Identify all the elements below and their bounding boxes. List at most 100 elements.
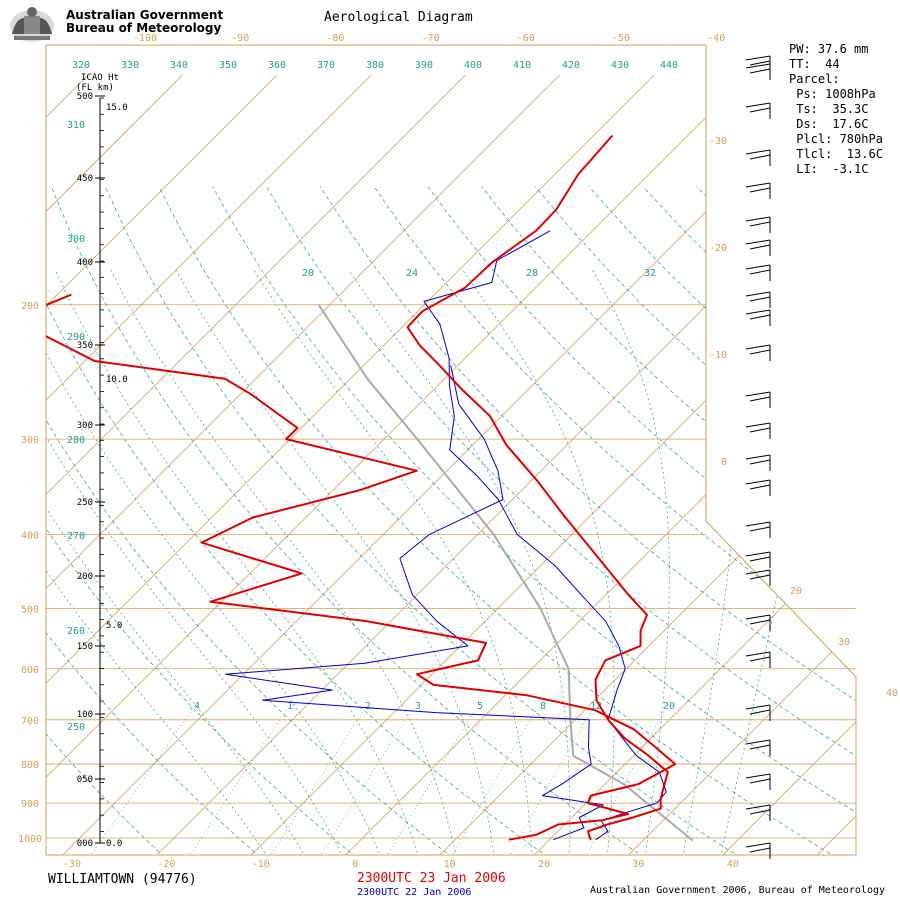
pressure-label: 600	[21, 665, 39, 676]
km-label: 15.0	[106, 103, 128, 113]
wind-barb-flag	[749, 187, 771, 193]
parcel-heading: Parcel:	[789, 72, 840, 86]
wind-barb-flag	[745, 569, 771, 575]
theta-label: 330	[121, 60, 139, 71]
wind-barb-flag	[749, 709, 771, 715]
isotherm-line	[46, 74, 277, 855]
moist-adiabat-label: 24	[406, 268, 418, 279]
mixing-ratio-label: 3	[415, 701, 421, 712]
flight-level-label: 250	[77, 498, 93, 508]
isotherm-line	[343, 74, 856, 855]
isotherm-line	[46, 74, 466, 855]
current-dewpoint-line	[46, 293, 677, 841]
icao-header: ICAO Ht	[81, 73, 119, 83]
previous-temperature-line	[423, 230, 667, 841]
parcel-curve	[317, 304, 694, 842]
mixing-ratio-line	[450, 710, 537, 855]
pressure-label: 400	[21, 530, 39, 541]
altitude-axis: ICAO Ht(FL km)500 450 400 350 300 250 200 150 10…	[76, 73, 128, 849]
mixing-ratio-label: 20	[663, 701, 675, 712]
moist-adiabat-line	[720, 269, 825, 855]
top-temp-label: -50	[612, 33, 630, 44]
flight-level-label: 200	[77, 572, 93, 582]
mixing-ratio-line	[269, 710, 365, 855]
wind-barb-flag	[749, 574, 771, 580]
pressure-label: 900	[21, 799, 39, 810]
icao-header: (FL km)	[76, 83, 114, 93]
wind-barb-flag	[745, 773, 771, 779]
x-axis-tick-label: 30	[632, 859, 644, 870]
moist-adiabat-label: 32	[644, 268, 656, 279]
theta-label: 280	[67, 435, 85, 446]
wind-barb-flag	[749, 744, 771, 750]
dry-adiabats	[46, 186, 856, 855]
wind-barb-flag	[749, 656, 771, 662]
isotherm-line	[531, 74, 856, 855]
wind-barb-flag	[745, 651, 771, 657]
mixing-ratio-lines	[89, 710, 665, 855]
wind-barb-flag	[745, 479, 771, 485]
pressure-label: 300	[21, 435, 39, 446]
org-name-line1: Australian Government	[66, 8, 224, 22]
wind-barb-flag	[749, 778, 771, 784]
dry-adiabat-line	[212, 186, 856, 855]
theta-label: 350	[219, 60, 237, 71]
wind-barb-flag	[749, 60, 771, 66]
km-label: 5.0	[106, 621, 122, 631]
wind-barb-flag	[745, 264, 771, 270]
isotherm-line	[720, 74, 856, 855]
previous-dewpoint-line	[225, 365, 604, 841]
theta-label: 400	[464, 60, 482, 71]
wind-barb-flag	[745, 149, 771, 155]
flight-level-label: 150	[77, 642, 93, 652]
theta-label: 340	[170, 60, 188, 71]
wind-barb-flag	[745, 239, 771, 245]
mixing-ratio-line	[89, 710, 193, 855]
dry-adiabat-line	[46, 186, 357, 855]
wind-barb-flag	[745, 739, 771, 745]
wind-barb-flag	[749, 107, 771, 113]
dry-adiabat-line	[158, 186, 836, 855]
moist-adiabats	[46, 269, 825, 855]
dry-adiabat-line	[803, 186, 856, 855]
wind-barb-flag	[745, 391, 771, 397]
right-temp-label: -20	[709, 243, 727, 254]
wind-barb-flag	[745, 63, 771, 69]
axis-labels: -30 -20 -10 0 10 20 30 40-100 -90 -80 -70 -60 -50 -40…	[18, 33, 898, 870]
wind-barb-flag	[745, 344, 771, 350]
x-axis-tick-label: -30	[63, 859, 81, 870]
wind-barbs	[745, 55, 771, 859]
flight-level-label: 050	[77, 775, 93, 785]
skewed-temp-label: 40	[886, 688, 898, 699]
copyright-text: Australian Government 2006, Bureau of Me…	[590, 885, 886, 896]
moist-adiabat-line	[110, 269, 457, 855]
moist-adiabat-line	[46, 269, 306, 855]
theta-label: 390	[415, 60, 433, 71]
moist-adiabat-line	[175, 269, 495, 855]
moist-adiabat-line	[348, 269, 571, 855]
chart-title: Aerological Diagram	[324, 10, 473, 25]
x-axis-tick-label: 0	[352, 859, 358, 870]
wind-barb-flag	[745, 182, 771, 188]
wind-barb-flag	[749, 68, 771, 74]
skewed-temp-label: 20	[790, 586, 802, 597]
wind-barb-flag	[745, 551, 771, 557]
top-temp-label: -100	[133, 33, 157, 44]
mixing-ratio-label: 1	[287, 701, 293, 712]
mixing-ratio-line	[508, 710, 592, 855]
mixing-ratio-label: 2	[365, 701, 371, 712]
isotherm-line	[46, 74, 560, 855]
wind-barb-flag	[749, 484, 771, 490]
dry-adiabat-line	[46, 186, 165, 855]
flight-level-label: 500	[77, 92, 93, 102]
plot-frame	[45, 44, 857, 856]
moist-adiabat-line	[591, 269, 670, 855]
moist-adiabat-label: 20	[302, 268, 314, 279]
dry-adiabat-line	[46, 186, 261, 855]
right-temp-label: -10	[709, 350, 727, 361]
theta-label: 310	[67, 120, 85, 131]
skewed-temp-label: 30	[838, 637, 850, 648]
wind-barb-flag	[745, 309, 771, 315]
top-temp-label: -90	[231, 33, 249, 44]
